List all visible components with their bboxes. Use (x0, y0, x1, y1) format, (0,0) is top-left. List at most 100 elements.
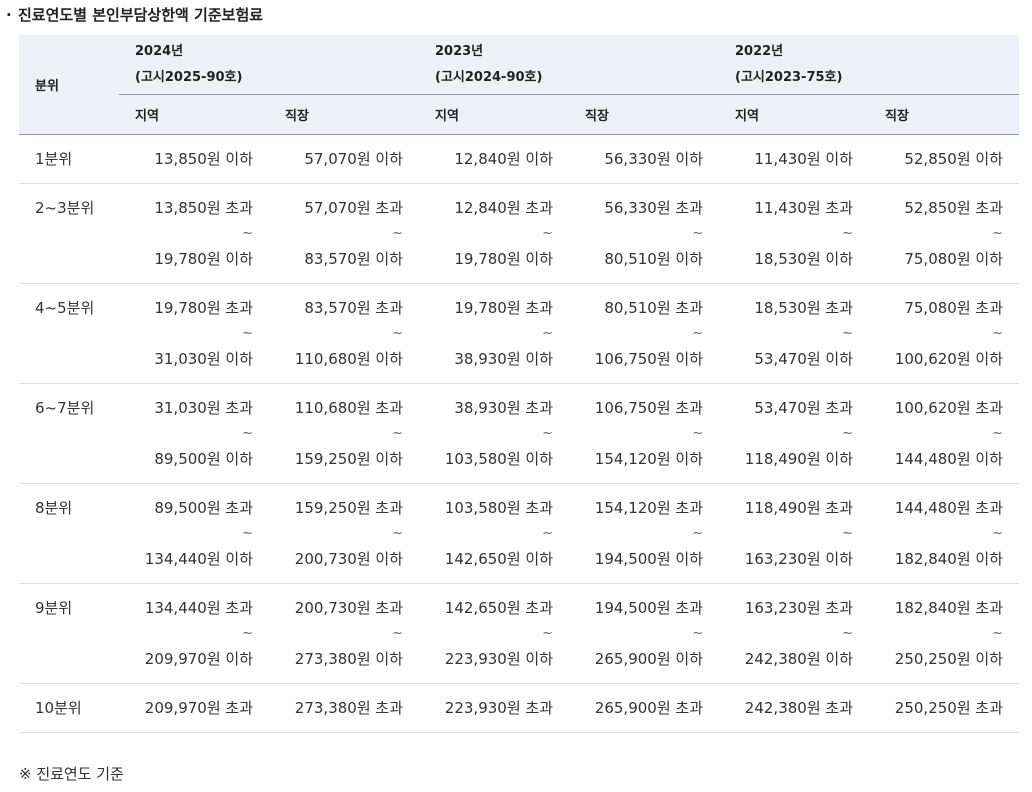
range-tilde: ~ (842, 226, 853, 241)
premium-cell: 194,500원 초과 ~265,900원 이하 (569, 583, 719, 684)
header-workplace: 직장 (269, 94, 419, 135)
range-start-value: 13,850원 초과 (154, 199, 253, 217)
range-end-value: 83,570원 이하 (304, 250, 403, 268)
range-start-value: 75,080원 초과 (904, 299, 1003, 317)
range-end-value: 144,480원 이하 (894, 450, 1003, 468)
range-end-value: 182,840원 이하 (894, 550, 1003, 568)
table-row: 10분위 209,970원 초과 273,380원 초과 223,930원 초과 265… (19, 683, 1019, 733)
premium-cell: 11,430원 초과 ~18,530원 이하 (719, 183, 869, 284)
premium-cell: 242,380원 초과 (719, 683, 869, 733)
range-start-value: 194,500원 초과 (594, 599, 703, 617)
range-tilde: ~ (392, 226, 403, 241)
range-start-value: 200,730원 초과 (294, 599, 403, 617)
quintile-label: 8분위 (19, 483, 119, 584)
premium-cell: 57,070원 초과 ~83,570원 이하 (269, 183, 419, 284)
header-year-2022: 2022년 (고시2023-75호) (719, 35, 1019, 95)
range-end-value: 75,080원 이하 (904, 250, 1003, 268)
premium-cell: 57,070원 이하 (269, 134, 419, 184)
range-end-value: 194,500원 이하 (594, 550, 703, 568)
range-tilde: ~ (992, 326, 1003, 341)
premium-cell: 265,900원 초과 (569, 683, 719, 733)
range-end-value: 100,620원 이하 (894, 350, 1003, 368)
premium-cell: 12,840원 이하 (419, 134, 569, 184)
premium-cell: 223,930원 초과 (419, 683, 569, 733)
range-end-value: 273,380원 이하 (294, 650, 403, 668)
table-row: 2~3분위 13,850원 초과 ~19,780원 이하 57,070원 초과 ~83,… (19, 183, 1019, 284)
range-end-value: 223,930원 이하 (444, 650, 553, 668)
quintile-label: 2~3분위 (19, 183, 119, 284)
range-end-value: 89,500원 이하 (154, 450, 253, 468)
premium-cell: 103,580원 초과 ~142,650원 이하 (419, 483, 569, 584)
range-start-value: 106,750원 초과 (594, 399, 703, 417)
premium-cell: 144,480원 초과 ~182,840원 이하 (869, 483, 1019, 584)
range-tilde: ~ (842, 426, 853, 441)
range-end-value: 103,580원 이하 (444, 450, 553, 468)
range-tilde: ~ (692, 326, 703, 341)
header-workplace: 직장 (569, 94, 719, 135)
table-row: 6~7분위 31,030원 초과 ~89,500원 이하 110,680원 초과 ~15… (19, 383, 1019, 484)
header-notice-label: (고시2024-90호) (435, 69, 543, 85)
premium-cell: 12,840원 초과 ~19,780원 이하 (419, 183, 569, 284)
range-start-value: 209,970원 초과 (144, 699, 253, 717)
range-end-value: 80,510원 이하 (604, 250, 703, 268)
range-tilde: ~ (242, 426, 253, 441)
premium-cell: 200,730원 초과 ~273,380원 이하 (269, 583, 419, 684)
quintile-label: 4~5분위 (19, 283, 119, 384)
range-tilde: ~ (542, 626, 553, 641)
range-start-value: 83,570원 초과 (304, 299, 403, 317)
table-row: 9분위 134,440원 초과 ~209,970원 이하 200,730원 초과 ~27… (19, 583, 1019, 684)
range-start-value: 182,840원 초과 (894, 599, 1003, 617)
premium-cell: 83,570원 초과 ~110,680원 이하 (269, 283, 419, 384)
table-row: 8분위 89,500원 초과 ~134,440원 이하 159,250원 초과 ~200… (19, 483, 1019, 584)
range-end-value: 209,970원 이하 (144, 650, 253, 668)
premium-cell: 250,250원 초과 (869, 683, 1019, 733)
premium-cell: 52,850원 초과 ~75,080원 이하 (869, 183, 1019, 284)
premium-cell: 52,850원 이하 (869, 134, 1019, 184)
range-tilde: ~ (542, 426, 553, 441)
premium-cell: 154,120원 초과 ~194,500원 이하 (569, 483, 719, 584)
header-year-2024: 2024년 (고시2025-90호) (119, 35, 419, 95)
range-start-value: 159,250원 초과 (294, 499, 403, 517)
premium-cell: 106,750원 초과 ~154,120원 이하 (569, 383, 719, 484)
range-start-value: 18,530원 초과 (754, 299, 853, 317)
premium-cell: 18,530원 초과 ~53,470원 이하 (719, 283, 869, 384)
premium-cell: 38,930원 초과 ~103,580원 이하 (419, 383, 569, 484)
quintile-label: 9분위 (19, 583, 119, 684)
range-end-value: 265,900원 이하 (594, 650, 703, 668)
premium-cell: 159,250원 초과 ~200,730원 이하 (269, 483, 419, 584)
premium-cell: 31,030원 초과 ~89,500원 이하 (119, 383, 269, 484)
header-quintile: 분위 (19, 35, 119, 135)
range-end-value: 31,030원 이하 (154, 350, 253, 368)
range-start-value: 223,930원 초과 (444, 699, 553, 717)
table-header: 분위 2024년 (고시2025-90호) 2023년 (고시2024-90호)… (19, 35, 1019, 135)
range-start-value: 52,850원 초과 (904, 199, 1003, 217)
range-end-value: 163,230원 이하 (744, 550, 853, 568)
range-start-value: 19,780원 초과 (454, 299, 553, 317)
premium-cell: 182,840원 초과 ~250,250원 이하 (869, 583, 1019, 684)
range-tilde: ~ (692, 526, 703, 541)
range-start-value: 100,620원 초과 (894, 399, 1003, 417)
range-start-value: 13,850원 이하 (154, 150, 253, 168)
range-start-value: 19,780원 초과 (154, 299, 253, 317)
header-year-2023: 2023년 (고시2024-90호) (419, 35, 719, 95)
range-start-value: 57,070원 이하 (304, 150, 403, 168)
range-tilde: ~ (392, 526, 403, 541)
premium-cell: 134,440원 초과 ~209,970원 이하 (119, 583, 269, 684)
range-tilde: ~ (842, 626, 853, 641)
range-tilde: ~ (242, 626, 253, 641)
quintile-label: 1분위 (19, 134, 119, 184)
range-tilde: ~ (992, 526, 1003, 541)
section-title: · 진료연도별 본인부담상한액 기준보험료 (6, 3, 263, 27)
header-notice-label: (고시2023-75호) (735, 69, 843, 85)
range-end-value: 19,780원 이하 (454, 250, 553, 268)
range-end-value: 106,750원 이하 (594, 350, 703, 368)
range-tilde: ~ (992, 426, 1003, 441)
range-start-value: 31,030원 초과 (154, 399, 253, 417)
range-tilde: ~ (542, 526, 553, 541)
range-end-value: 250,250원 이하 (894, 650, 1003, 668)
premium-cell: 13,850원 이하 (119, 134, 269, 184)
premium-cell: 100,620원 초과 ~144,480원 이하 (869, 383, 1019, 484)
premium-cell: 142,650원 초과 ~223,930원 이하 (419, 583, 569, 684)
range-start-value: 154,120원 초과 (594, 499, 703, 517)
range-end-value: 19,780원 이하 (154, 250, 253, 268)
